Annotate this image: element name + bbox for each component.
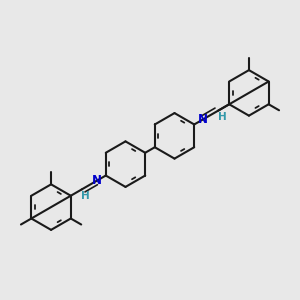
Text: H: H [81,191,90,201]
Text: N: N [92,174,102,187]
Text: N: N [198,113,208,126]
Text: H: H [218,112,226,122]
